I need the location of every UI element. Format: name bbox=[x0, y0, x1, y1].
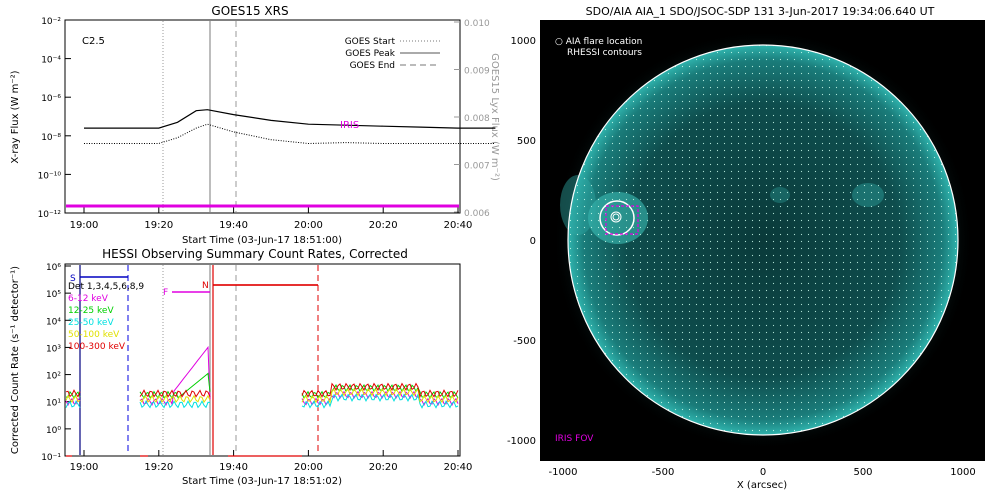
aia-heliographic-grid bbox=[568, 45, 958, 435]
goes-plot-frame bbox=[64, 19, 461, 214]
aia-iris-fov-label: IRIS FOV bbox=[555, 434, 594, 444]
aia-x-axis: -1000 -500 0 500 1000 bbox=[548, 455, 976, 478]
aia-xlabel: X (arcsec) bbox=[737, 480, 787, 491]
goes-y2tick-label: 0.008 bbox=[464, 114, 490, 124]
hessi-legend: Det 1,3,4,5,6,8,9 6-12 keV 12-25 keV 25-… bbox=[68, 282, 144, 352]
goes-ytick-label: 10⁻² bbox=[41, 17, 61, 27]
hessi-ylabel: Corrected Count Rate (s⁻¹ detector⁻¹) bbox=[10, 266, 21, 454]
hessi-ytick-label: 10⁰ bbox=[46, 426, 61, 436]
aia-image-panel: SDO/AIA AIA_1 SDO/JSOC-SDP 131 3-Jun-201… bbox=[507, 5, 985, 491]
goes-y-axis: 10⁻² 10⁻⁴ 10⁻⁶ 10⁻⁸ 10⁻¹⁰ 10⁻¹² bbox=[38, 17, 71, 220]
goes-xtick-label: 20:40 bbox=[444, 220, 473, 231]
goes-y2tick-label: 0.007 bbox=[464, 162, 490, 172]
aia-xtick-label: -500 bbox=[652, 467, 675, 478]
hessi-xtick-label: 19:40 bbox=[219, 462, 248, 473]
hessi-curve-4 bbox=[65, 382, 459, 399]
hessi-ytick-label: 10¹ bbox=[46, 399, 61, 409]
hessi-xtick-label: 19:00 bbox=[70, 462, 99, 473]
hessi-legend-50-100: 50-100 keV bbox=[68, 330, 120, 340]
goes-ytick-label: 10⁻⁴ bbox=[41, 56, 61, 66]
goes-ytick-label: 10⁻¹⁰ bbox=[38, 171, 62, 181]
hessi-flag-s: S bbox=[70, 274, 76, 284]
goes-legend: GOES Start GOES Peak GOES End bbox=[345, 37, 440, 71]
hessi-xlabel: Start Time (03-Jun-17 18:51:02) bbox=[182, 476, 342, 487]
aia-ytick-label: -1000 bbox=[507, 436, 536, 447]
hessi-curve-2 bbox=[65, 392, 459, 409]
hessi-title: HESSI Observing Summary Count Rates, Cor… bbox=[102, 247, 408, 261]
hessi-detectors: Det 1,3,4,5,6,8,9 bbox=[68, 282, 144, 292]
aia-legend-flare-location: ○ AIA flare location bbox=[555, 37, 642, 47]
aia-y-axis: 1000 500 0 -500 -1000 bbox=[507, 36, 546, 447]
goes-y2tick-label: 0.009 bbox=[464, 67, 490, 77]
hessi-flag-f: F bbox=[163, 288, 168, 298]
hessi-curve-0 bbox=[65, 345, 459, 407]
goes-y2tick-label: 0.006 bbox=[464, 209, 490, 219]
hessi-legend-100-300: 100-300 keV bbox=[68, 342, 126, 352]
aia-xtick-label: -1000 bbox=[548, 467, 577, 478]
goes-y2label: GOES15 Lyx Flux (W m⁻²) bbox=[489, 53, 500, 181]
aia-legend-rhessi: RHESSI contours bbox=[567, 48, 642, 58]
hessi-curve-3 bbox=[65, 388, 459, 404]
goes-xtick-label: 20:20 bbox=[369, 220, 398, 231]
hessi-curves bbox=[65, 284, 459, 457]
rhessi-contour-outer bbox=[610, 211, 622, 223]
hessi-plot-frame bbox=[64, 263, 461, 457]
goes-y2tick-label: 0.010 bbox=[464, 19, 490, 29]
goes-ytick-label: 10⁻⁸ bbox=[41, 133, 61, 143]
goes-ytick-label: 10⁻¹² bbox=[38, 210, 62, 220]
goes-title: GOES15 XRS bbox=[211, 4, 288, 18]
goes-xtick-label: 19:40 bbox=[219, 220, 248, 231]
hessi-y-axis: 10⁶ 10⁵ 10⁴ 10³ 10² 10¹ 10⁰ 10⁻¹ bbox=[41, 263, 71, 463]
rhessi-contour-inner bbox=[612, 213, 620, 221]
hessi-xtick-label: 20:40 bbox=[444, 462, 473, 473]
goes-xtick-label: 20:00 bbox=[294, 220, 323, 231]
hessi-ytick-label: 10⁻¹ bbox=[41, 453, 61, 463]
hessi-flag-n: N bbox=[202, 281, 209, 291]
goes-annotation: C2.5 bbox=[82, 36, 105, 47]
goes-legend-peak: GOES Peak bbox=[345, 49, 395, 59]
aia-flare-location-circle bbox=[599, 200, 635, 236]
aia-title: SDO/AIA AIA_1 SDO/JSOC-SDP 131 3-Jun-201… bbox=[586, 5, 935, 18]
goes-long-channel-line bbox=[84, 109, 496, 129]
goes-ytick-label: 10⁻⁶ bbox=[41, 94, 61, 104]
aia-ytick-label: 500 bbox=[517, 136, 536, 147]
hessi-ytick-label: 10³ bbox=[46, 344, 61, 354]
aia-xtick-label: 1000 bbox=[950, 467, 975, 478]
goes-x-axis: 19:00 19:20 19:40 20:00 20:20 20:40 bbox=[70, 207, 473, 231]
hessi-chart: HESSI Observing Summary Count Rates, Cor… bbox=[10, 247, 472, 487]
goes-legend-start: GOES Start bbox=[345, 37, 396, 47]
goes-xtick-label: 19:20 bbox=[144, 220, 173, 231]
aia-xtick-label: 0 bbox=[760, 467, 766, 478]
goes-xtick-label: 19:00 bbox=[70, 220, 99, 231]
goes-chart: GOES15 XRS X-ray Flux (W m⁻²) GOES15 Lyx… bbox=[10, 4, 500, 246]
hessi-xtick-label: 20:00 bbox=[294, 462, 323, 473]
goes-xlabel: Start Time (03-Jun-17 18:51:00) bbox=[182, 235, 342, 246]
hessi-xtick-label: 20:20 bbox=[369, 462, 398, 473]
hessi-legend-12-25: 12-25 keV bbox=[68, 306, 114, 316]
hessi-x-axis: 19:00 19:20 19:40 20:00 20:20 20:40 bbox=[70, 450, 473, 473]
goes-y2-axis: 0.010 0.009 0.008 0.007 0.006 bbox=[454, 19, 490, 219]
goes-ylabel: X-ray Flux (W m⁻²) bbox=[10, 70, 21, 163]
hessi-xtick-label: 19:20 bbox=[144, 462, 173, 473]
iris-fov-box bbox=[605, 205, 639, 235]
aia-limb-circle bbox=[567, 44, 959, 436]
hessi-ytick-label: 10⁶ bbox=[46, 263, 61, 273]
aia-ytick-label: 0 bbox=[530, 236, 536, 247]
hessi-ytick-label: 10⁴ bbox=[46, 317, 61, 327]
hessi-legend-25-50: 25-50 keV bbox=[68, 318, 114, 328]
hessi-legend-6-12: 6-12 keV bbox=[68, 294, 109, 304]
goes-iris-label: IRIS bbox=[340, 120, 359, 131]
hessi-ytick-label: 10² bbox=[46, 372, 61, 382]
goes-legend-end: GOES End bbox=[350, 61, 395, 71]
hessi-ytick-label: 10⁵ bbox=[46, 290, 61, 300]
aia-ytick-label: 1000 bbox=[511, 36, 536, 47]
goes-short-channel-line bbox=[84, 123, 496, 145]
aia-xtick-label: 500 bbox=[853, 467, 872, 478]
aia-ytick-label: -500 bbox=[513, 336, 536, 347]
